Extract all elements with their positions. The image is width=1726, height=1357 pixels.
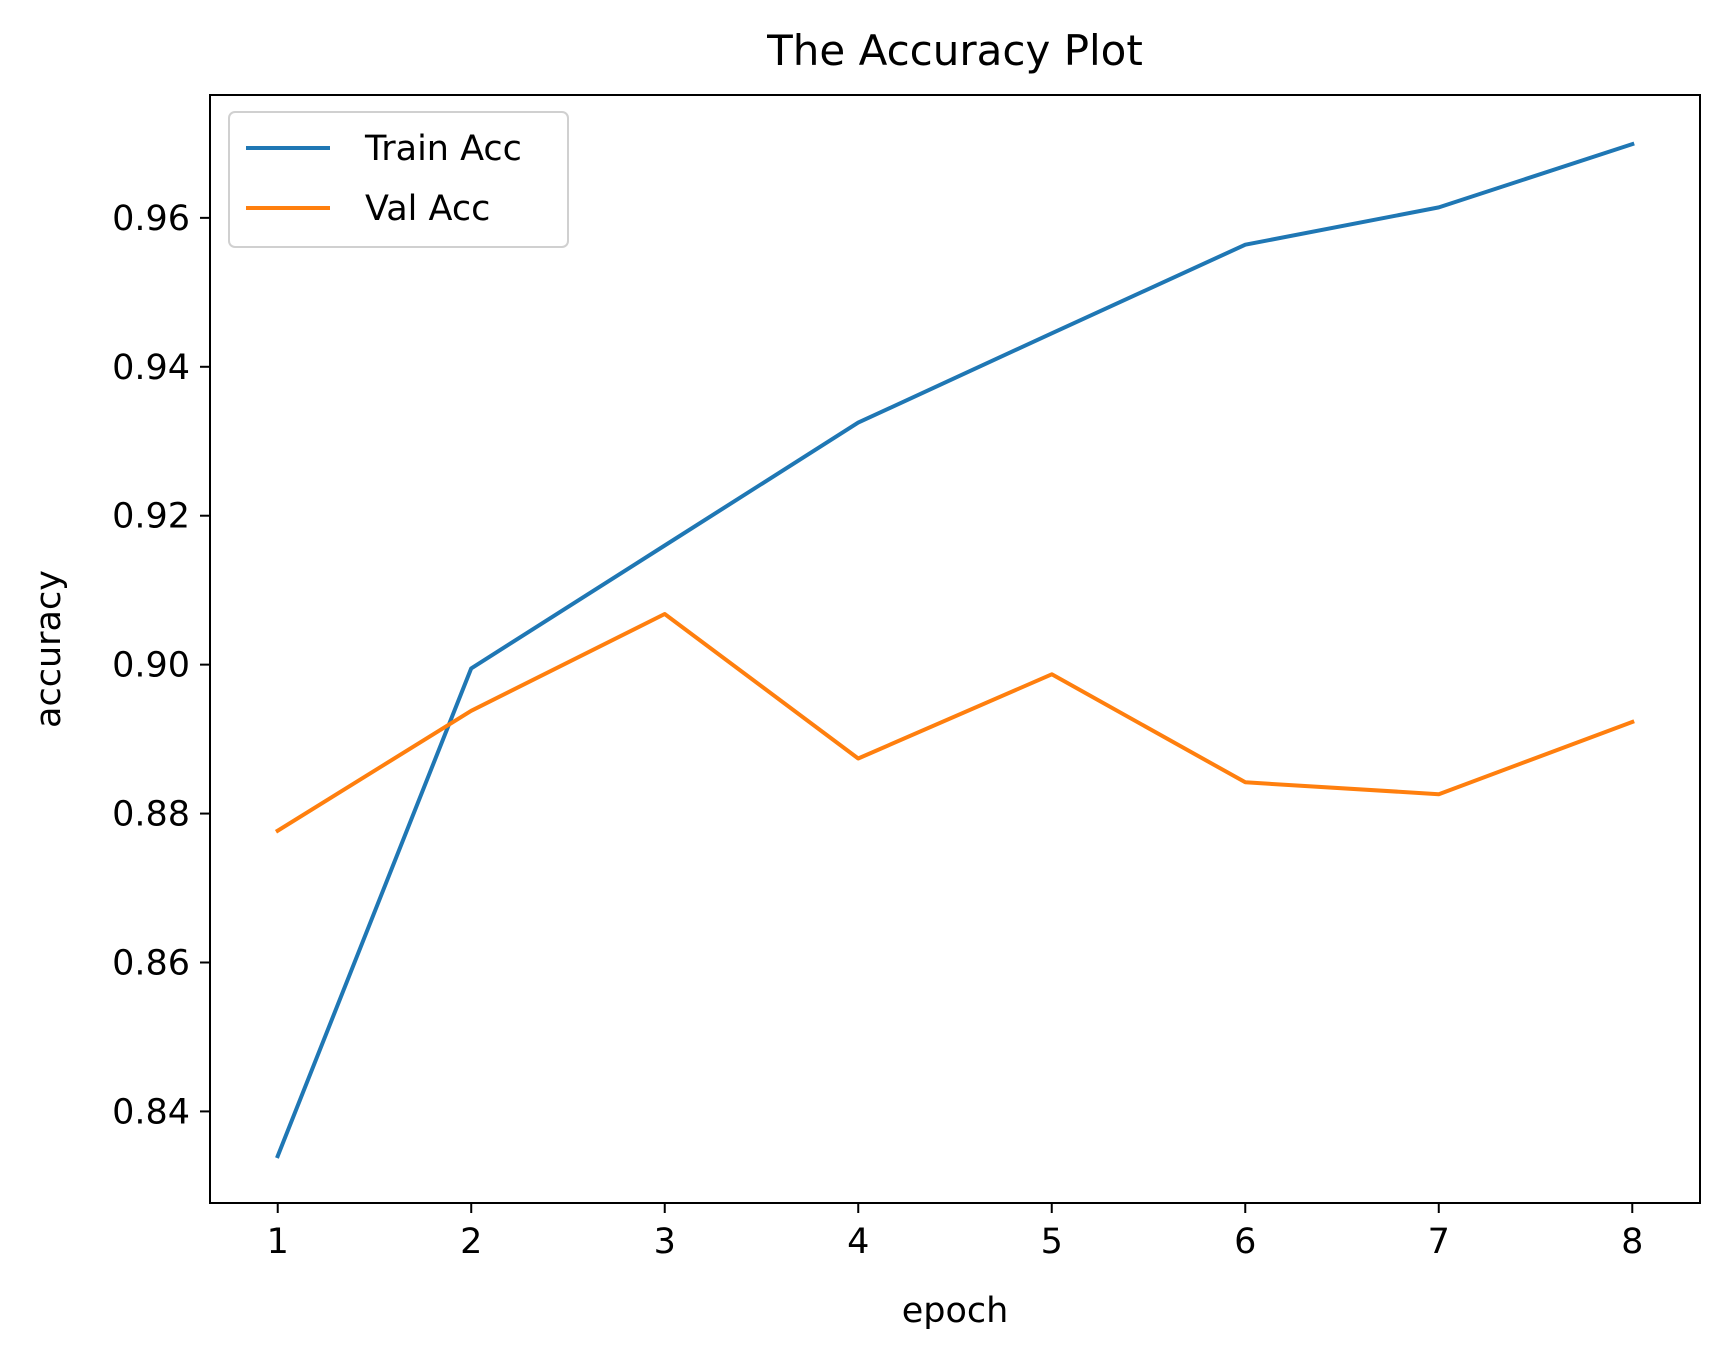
legend-label-val-acc: Val Acc xyxy=(365,189,490,229)
x-tick-label: 2 xyxy=(460,1222,482,1262)
axes-frame xyxy=(209,94,1701,1204)
y-tick-label: 0.84 xyxy=(112,1092,190,1132)
y-tick-label: 0.88 xyxy=(112,795,190,835)
legend-label-train-acc: Train Acc xyxy=(364,129,522,169)
x-tick-label: 1 xyxy=(267,1222,289,1262)
y-tick-label: 0.86 xyxy=(112,943,190,983)
y-axis: 0.84 0.86 0.88 0.90 0.92 0.94 0.96 xyxy=(112,199,210,1132)
chart-title: The Accuracy Plot xyxy=(766,26,1143,75)
y-tick-label: 0.92 xyxy=(112,497,190,537)
x-tick-label: 6 xyxy=(1234,1222,1256,1262)
legend-box xyxy=(228,111,569,248)
plot-area xyxy=(274,141,1635,1159)
y-tick-label: 0.96 xyxy=(112,199,190,239)
x-tick-label: 3 xyxy=(654,1222,676,1262)
x-tick-label: 4 xyxy=(847,1222,869,1262)
y-tick-label: 0.90 xyxy=(112,646,190,686)
series-line-train-acc xyxy=(275,141,1635,1159)
x-tick-label: 8 xyxy=(1621,1222,1643,1262)
x-tick-label: 5 xyxy=(1041,1222,1063,1262)
legend: Train Acc Val Acc xyxy=(228,111,569,248)
y-tick-label: 0.94 xyxy=(112,348,190,388)
series-line-val-acc xyxy=(274,612,1635,834)
x-axis: 1 2 3 4 5 6 7 8 xyxy=(267,1203,1643,1262)
x-tick-label: 7 xyxy=(1428,1222,1450,1262)
x-axis-label: epoch xyxy=(902,1291,1009,1331)
y-axis-label: accuracy xyxy=(29,570,69,728)
